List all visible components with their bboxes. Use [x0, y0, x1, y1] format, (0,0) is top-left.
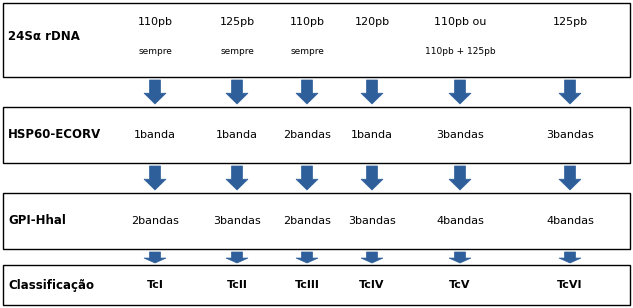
Polygon shape: [361, 252, 383, 263]
Polygon shape: [144, 80, 166, 104]
Polygon shape: [361, 166, 383, 190]
Text: 3bandas: 3bandas: [213, 216, 261, 226]
Polygon shape: [559, 80, 581, 104]
Text: 1banda: 1banda: [216, 130, 258, 140]
Text: 24Sα rDNA: 24Sα rDNA: [8, 30, 80, 43]
Bar: [3, 265, 630, 305]
Text: 110pb: 110pb: [289, 17, 325, 27]
Polygon shape: [296, 252, 318, 263]
Text: 2bandas: 2bandas: [283, 130, 331, 140]
Bar: [3, 107, 630, 163]
Text: 3bandas: 3bandas: [348, 216, 396, 226]
Bar: [3, 193, 630, 249]
Text: 3bandas: 3bandas: [546, 130, 594, 140]
Text: 125pb: 125pb: [553, 17, 587, 27]
Text: sempre: sempre: [290, 47, 324, 56]
Polygon shape: [449, 80, 471, 104]
Text: HSP60-ECORV: HSP60-ECORV: [8, 128, 101, 141]
Text: TcV: TcV: [449, 280, 471, 290]
Text: TcVI: TcVI: [557, 280, 583, 290]
Polygon shape: [226, 80, 248, 104]
Text: 1banda: 1banda: [134, 130, 176, 140]
Text: 2bandas: 2bandas: [131, 216, 179, 226]
Polygon shape: [559, 252, 581, 263]
Text: 120pb: 120pb: [354, 17, 389, 27]
Polygon shape: [226, 166, 248, 190]
Text: 1banda: 1banda: [351, 130, 393, 140]
Polygon shape: [449, 252, 471, 263]
Polygon shape: [559, 166, 581, 190]
Text: TcII: TcII: [227, 280, 248, 290]
Polygon shape: [226, 252, 248, 263]
Text: TcIII: TcIII: [294, 280, 320, 290]
Text: Classificação: Classificação: [8, 278, 94, 291]
Text: 3bandas: 3bandas: [436, 130, 484, 140]
Text: 110pb ou: 110pb ou: [434, 17, 486, 27]
Text: 125pb: 125pb: [220, 17, 254, 27]
Polygon shape: [449, 166, 471, 190]
Text: sempre: sempre: [138, 47, 172, 56]
Text: 2bandas: 2bandas: [283, 216, 331, 226]
Polygon shape: [361, 80, 383, 104]
Polygon shape: [144, 166, 166, 190]
Text: GPI-Hhal: GPI-Hhal: [8, 214, 66, 228]
Text: TcIV: TcIV: [360, 280, 385, 290]
Text: TcI: TcI: [147, 280, 163, 290]
Polygon shape: [296, 80, 318, 104]
Text: 4bandas: 4bandas: [436, 216, 484, 226]
Text: sempre: sempre: [220, 47, 254, 56]
Text: 110pb + 125pb: 110pb + 125pb: [425, 47, 495, 56]
Polygon shape: [296, 166, 318, 190]
Text: 4bandas: 4bandas: [546, 216, 594, 226]
Bar: [3, 3, 630, 77]
Polygon shape: [144, 252, 166, 263]
Text: 110pb: 110pb: [137, 17, 173, 27]
